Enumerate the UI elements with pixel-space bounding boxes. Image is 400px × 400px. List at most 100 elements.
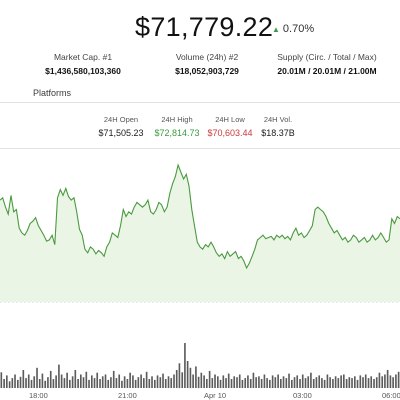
- volume-bar: [47, 377, 49, 388]
- platforms-tab[interactable]: Platforms: [33, 88, 72, 98]
- volume-bar: [143, 378, 145, 388]
- up-arrow-icon: ▲: [272, 25, 280, 34]
- volume-bar: [121, 380, 123, 388]
- volume-bar: [304, 378, 307, 388]
- volume-bar: [33, 376, 36, 388]
- volume-bar: [348, 377, 351, 388]
- volume-bar: [334, 376, 337, 388]
- price-line: [0, 163, 400, 270]
- stat-label: Supply (Circ. / Total / Max): [277, 52, 377, 62]
- volume-bar: [351, 378, 353, 388]
- volume-bar: [326, 374, 329, 388]
- volume-bar: [85, 371, 88, 388]
- stat-value: $1,436,580,103,360: [45, 66, 121, 76]
- volume-bar: [315, 377, 318, 388]
- volume-bar: [77, 379, 79, 388]
- volume-bar: [25, 378, 27, 388]
- volume-bar: [354, 376, 356, 388]
- volume-bar: [181, 372, 184, 388]
- ohlc-value: $71,505.23: [98, 128, 144, 138]
- volume-bar: [132, 375, 134, 388]
- volume-bar: [373, 379, 375, 388]
- change-percent: 0.70%: [282, 23, 315, 35]
- volume-bar: [66, 372, 68, 388]
- volume-bar: [310, 372, 312, 388]
- ohlc-high: 24H High $72,814.73: [148, 115, 206, 138]
- volume-bar: [30, 379, 33, 388]
- ohlc-open: 24H Open $71,505.23: [92, 115, 150, 138]
- volume-bar: [101, 376, 104, 388]
- ohlc-value: $70,603.44: [207, 128, 253, 138]
- x-tick-label: 18:00: [29, 391, 48, 400]
- volume-bar: [134, 379, 137, 388]
- volume-bar: [307, 376, 310, 388]
- volume-bar: [162, 373, 164, 388]
- volume-bar: [266, 378, 268, 388]
- volume-bar: [96, 372, 99, 388]
- volume-bar: [82, 377, 85, 388]
- volume-bar: [129, 372, 131, 388]
- volume-bar: [41, 373, 44, 388]
- volume-bar: [238, 374, 241, 388]
- volume-bar: [3, 379, 5, 388]
- volume-bar: [107, 379, 110, 388]
- volume-bar: [123, 376, 126, 388]
- volume-bar: [340, 375, 342, 388]
- stat-value: 20.01M / 20.01M / 21.00M: [277, 66, 377, 76]
- volume-bar: [280, 379, 282, 388]
- volume-bar: [156, 375, 159, 388]
- volume-bar: [274, 377, 277, 388]
- volume-bar: [118, 374, 121, 388]
- volume-bar: [392, 377, 394, 388]
- ohlc-volume: 24H Vol. $18.37B: [254, 115, 302, 138]
- volume-bar: [258, 376, 260, 388]
- volume-bar: [110, 377, 112, 388]
- volume-bar: [230, 379, 233, 388]
- volume-bar: [282, 376, 285, 388]
- volume-bar: [63, 378, 66, 388]
- volume-bar: [189, 367, 192, 389]
- volume-bar: [200, 372, 203, 388]
- volume-bar: [11, 378, 14, 388]
- current-price: $71,779.22: [135, 12, 274, 42]
- volume-bar: [192, 374, 194, 388]
- volume-bar: [236, 377, 238, 388]
- volume-bar: [80, 374, 82, 388]
- volume-bar: [148, 379, 151, 388]
- x-tick-label: 03:00: [293, 391, 312, 400]
- volume-bar: [36, 367, 38, 389]
- volume-bar: [126, 379, 129, 388]
- price-header: $71,779.22 ▲ 0.70%: [0, 12, 400, 48]
- x-tick-label: 06:00: [382, 391, 400, 400]
- price-area: [0, 165, 400, 302]
- volume-bar: [225, 378, 227, 388]
- volume-bar: [263, 374, 266, 388]
- volume-bar: [208, 370, 211, 388]
- volume-bar: [332, 379, 334, 388]
- volume-bar: [104, 374, 107, 388]
- volume-bar: [17, 379, 19, 388]
- divider: [0, 102, 400, 103]
- volume-bar: [44, 380, 47, 388]
- volume-bar: [397, 371, 400, 388]
- volume-bar: [269, 379, 271, 388]
- volume-bar: [378, 372, 381, 388]
- volume-bar: [222, 375, 225, 388]
- ohlc-label: 24H High: [161, 115, 193, 124]
- ohlc-label: 24H Vol.: [263, 115, 293, 124]
- volume-bar: [211, 378, 214, 388]
- x-tick-label: 21:00: [118, 391, 137, 400]
- volume-bar: [301, 374, 304, 388]
- volume-bar: [184, 343, 186, 388]
- volume-bar: [112, 370, 115, 388]
- volume-bar: [252, 372, 255, 388]
- volume-bar: [321, 378, 323, 388]
- ohlc-value: $18.37B: [261, 128, 295, 138]
- volume-bar: [249, 379, 252, 388]
- volume-bar: [91, 375, 93, 388]
- volume-bar: [370, 376, 373, 388]
- volume-bar: [381, 376, 384, 388]
- volume-bar: [329, 377, 331, 388]
- volume-bar: [55, 375, 57, 388]
